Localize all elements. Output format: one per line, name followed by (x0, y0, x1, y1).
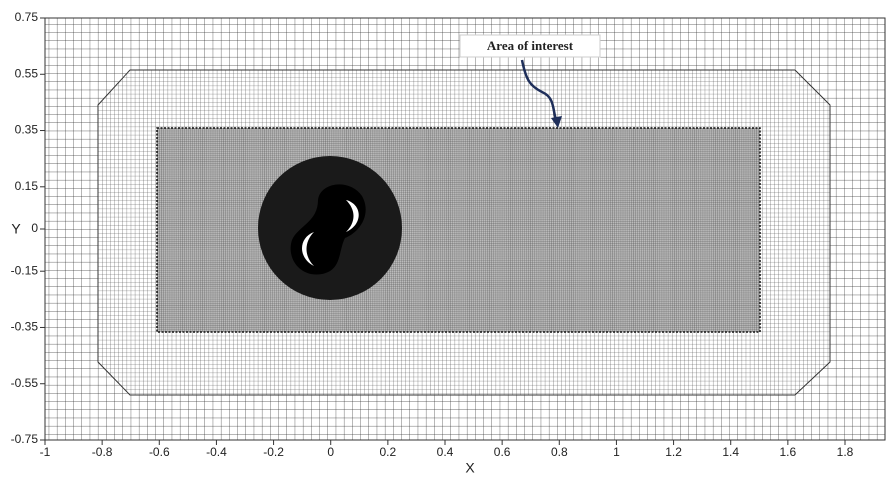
x-tick-label: 1.4 (722, 445, 739, 459)
x-tick-label: -0.8 (92, 445, 113, 459)
x-tick-label: 1 (613, 445, 620, 459)
x-tick-label: 0.2 (380, 445, 397, 459)
y-tick-label: 0.15 (15, 179, 39, 193)
y-tick-label: -0.35 (11, 320, 39, 334)
y-tick-label: 0 (31, 221, 38, 235)
x-tick-label: -0.2 (263, 445, 284, 459)
y-tick-label: 0.55 (15, 66, 39, 80)
y-tick-label: 0.35 (15, 123, 39, 137)
x-axis-label: X (465, 460, 475, 476)
mesh (45, 18, 885, 440)
x-tick-label: 0.8 (551, 445, 568, 459)
y-tick-label: -0.55 (11, 376, 39, 390)
fine-mesh (157, 128, 760, 332)
y-tick-label: -0.15 (11, 263, 39, 277)
x-tick-label: 0 (327, 445, 334, 459)
y-tick-label: 0.75 (15, 10, 39, 24)
x-tick-label: 1.2 (665, 445, 682, 459)
x-tick-label: -0.4 (206, 445, 227, 459)
x-tick-label: 0.6 (494, 445, 511, 459)
x-tick-label: -0.6 (149, 445, 170, 459)
annotation: Area of interest (487, 38, 574, 53)
y-axis-label: Y (11, 221, 21, 237)
x-tick-label: 1.6 (780, 445, 797, 459)
x-tick-label: 1.8 (837, 445, 854, 459)
y-tick-label: -0.75 (11, 432, 39, 446)
chart: Area of interest X Y -1 -0.8 -0.6 -0.4 -0.2 0… (0, 0, 889, 477)
x-tick-label: 0.4 (437, 445, 454, 459)
x-tick-label: -1 (40, 445, 51, 459)
